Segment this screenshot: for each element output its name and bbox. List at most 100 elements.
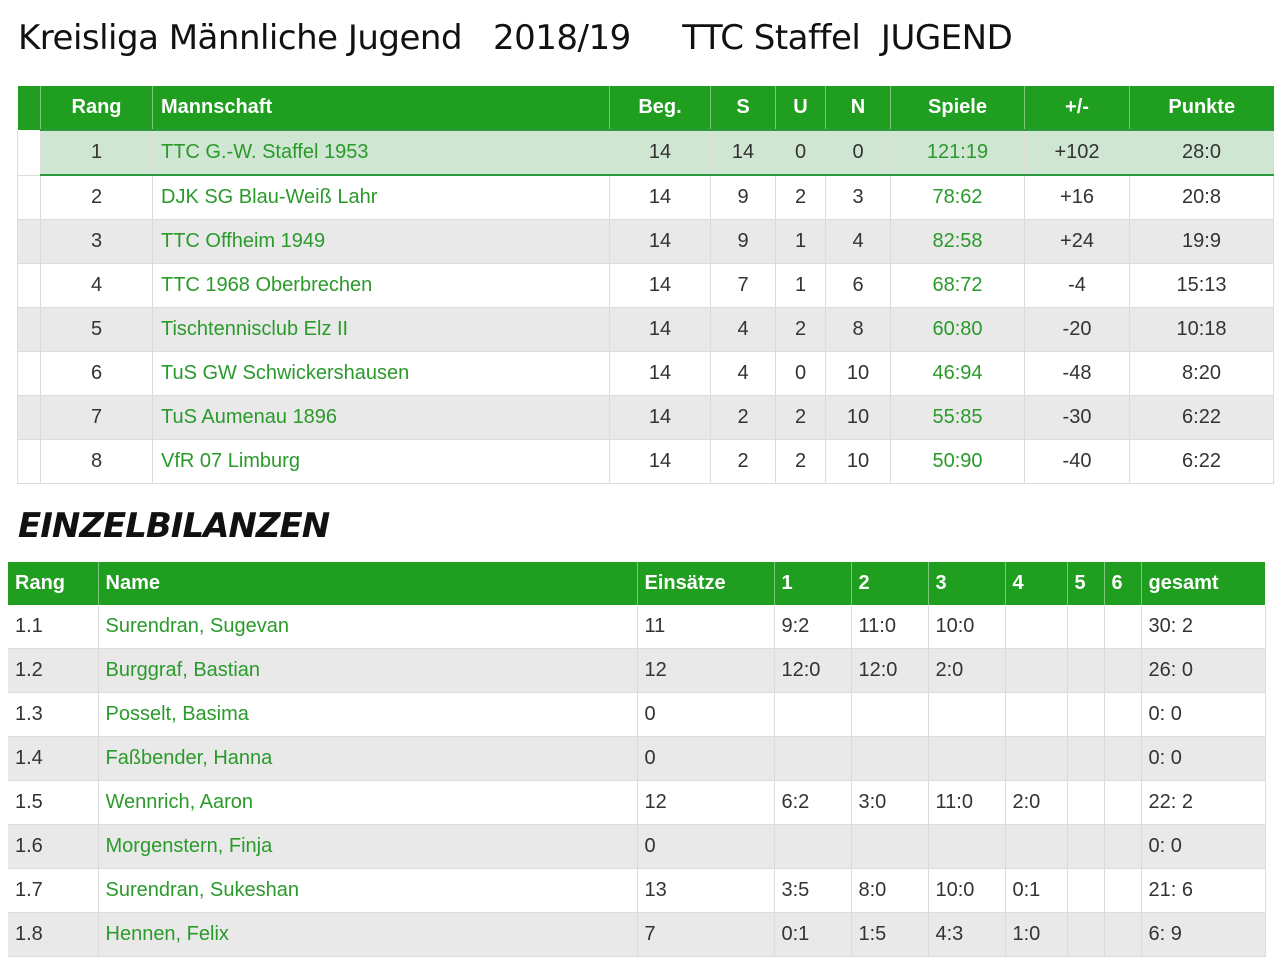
cell-position-4: 2:0 xyxy=(1005,780,1068,825)
cell-differenz: +102 xyxy=(1024,129,1130,176)
cell-rang: 1.5 xyxy=(8,780,99,825)
cell-punkte: 6:22 xyxy=(1129,439,1274,484)
cell-mannschaft[interactable]: Tischtennisclub Elz II xyxy=(152,307,610,352)
cell-niederlagen: 3 xyxy=(825,175,891,220)
cell-mannschaft[interactable]: TTC G.-W. Staffel 1953 xyxy=(152,129,610,176)
cell-mannschaft[interactable]: TuS Aumenau 1896 xyxy=(152,395,610,440)
standings-table: Rang Mannschaft Beg. S U N Spiele +/- Pu… xyxy=(17,86,1274,484)
cell-position-3: 10:0 xyxy=(928,868,1006,913)
header-unentschieden[interactable]: U xyxy=(775,86,826,130)
cell-mannschaft[interactable]: TuS GW Schwickershausen xyxy=(152,351,610,396)
cell-rang: 1.1 xyxy=(8,605,99,649)
cell-einsaetze: 0 xyxy=(637,692,775,737)
cell-gesamt: 21: 6 xyxy=(1141,868,1266,913)
header-einsaetze[interactable]: Einsätze xyxy=(637,562,775,605)
cell-position-6 xyxy=(1104,736,1142,781)
cell-differenz: -20 xyxy=(1024,307,1130,352)
cell-begegnungen: 14 xyxy=(609,175,711,220)
cell-name[interactable]: Posselt, Basima xyxy=(98,692,638,737)
header-position-4[interactable]: 4 xyxy=(1005,562,1068,605)
cell-rang: 1.2 xyxy=(8,648,99,693)
cell-unentschieden: 2 xyxy=(775,395,826,440)
header-gesamt[interactable]: gesamt xyxy=(1141,562,1265,605)
cell-siege: 9 xyxy=(710,175,776,220)
cell-siege: 9 xyxy=(710,219,776,264)
cell-spiele: 82:58 xyxy=(890,219,1025,264)
cell-position-5 xyxy=(1067,868,1105,913)
header-rang[interactable]: Rang xyxy=(40,86,153,130)
cell-unentschieden: 0 xyxy=(775,129,826,176)
header-position-1[interactable]: 1 xyxy=(774,562,852,605)
cell-name[interactable]: Hennen, Felix xyxy=(98,912,638,957)
cell-mannschaft[interactable]: DJK SG Blau-Weiß Lahr xyxy=(152,175,610,220)
cell-name[interactable]: Faßbender, Hanna xyxy=(98,736,638,781)
header-marker xyxy=(17,86,41,130)
cell-position-6 xyxy=(1104,912,1142,957)
cell-punkte: 19:9 xyxy=(1129,219,1274,264)
cell-name[interactable]: Surendran, Sugevan xyxy=(98,605,638,649)
cell-begegnungen: 14 xyxy=(609,395,711,440)
header-position-3[interactable]: 3 xyxy=(928,562,1006,605)
cell-name[interactable]: Morgenstern, Finja xyxy=(98,824,638,869)
cell-punkte: 15:13 xyxy=(1129,263,1274,308)
cell-position-3: 4:3 xyxy=(928,912,1006,957)
cell-position-5 xyxy=(1067,692,1105,737)
cell-position-2: 3:0 xyxy=(851,780,929,825)
header-position-6[interactable]: 6 xyxy=(1104,562,1142,605)
header-spiele[interactable]: Spiele xyxy=(890,86,1025,130)
row-marker xyxy=(17,439,41,484)
cell-rang: 7 xyxy=(40,395,153,440)
cell-position-4 xyxy=(1005,824,1068,869)
row-marker xyxy=(17,395,41,440)
cell-position-4 xyxy=(1005,736,1068,781)
cell-mannschaft[interactable]: TTC 1968 Oberbrechen xyxy=(152,263,610,308)
row-marker xyxy=(17,130,41,176)
cell-position-4 xyxy=(1005,692,1068,737)
header-begegnungen[interactable]: Beg. xyxy=(609,86,711,130)
cell-punkte: 10:18 xyxy=(1129,307,1274,352)
cell-begegnungen: 14 xyxy=(609,263,711,308)
cell-einsaetze: 12 xyxy=(637,648,775,693)
cell-rang: 8 xyxy=(40,439,153,484)
header-siege[interactable]: S xyxy=(710,86,776,130)
header-position-2[interactable]: 2 xyxy=(851,562,929,605)
header-rang[interactable]: Rang xyxy=(8,562,99,605)
cell-einsaetze: 13 xyxy=(637,868,775,913)
standings-row: 6 TuS GW Schwickershausen 14 4 0 10 46:94 -48 8:… xyxy=(17,351,1274,396)
cell-name[interactable]: Wennrich, Aaron xyxy=(98,780,638,825)
cell-position-5 xyxy=(1067,605,1105,649)
header-mannschaft[interactable]: Mannschaft xyxy=(152,86,610,130)
cell-begegnungen: 14 xyxy=(609,351,711,396)
header-niederlagen[interactable]: N xyxy=(825,86,891,130)
cell-mannschaft[interactable]: VfR 07 Limburg xyxy=(152,439,610,484)
header-punkte[interactable]: Punkte xyxy=(1129,86,1274,130)
cell-unentschieden: 0 xyxy=(775,351,826,396)
header-position-5[interactable]: 5 xyxy=(1067,562,1105,605)
cell-rang: 1 xyxy=(40,129,153,176)
cell-name[interactable]: Surendran, Sukeshan xyxy=(98,868,638,913)
player-row: 1.5 Wennrich, Aaron 12 6:2 3:0 11:0 2:0 22: 2 xyxy=(8,780,1266,825)
standings-row: 2 DJK SG Blau-Weiß Lahr 14 9 2 3 78:62 +16 20:8 xyxy=(17,175,1274,220)
cell-unentschieden: 2 xyxy=(775,175,826,220)
cell-begegnungen: 14 xyxy=(609,439,711,484)
cell-differenz: +16 xyxy=(1024,175,1130,220)
cell-mannschaft[interactable]: TTC Offheim 1949 xyxy=(152,219,610,264)
cell-position-3 xyxy=(928,692,1006,737)
cell-rang: 1.7 xyxy=(8,868,99,913)
cell-position-2: 12:0 xyxy=(851,648,929,693)
cell-differenz: +24 xyxy=(1024,219,1130,264)
cell-position-5 xyxy=(1067,648,1105,693)
cell-niederlagen: 10 xyxy=(825,395,891,440)
row-marker xyxy=(17,263,41,308)
cell-position-3: 2:0 xyxy=(928,648,1006,693)
cell-siege: 7 xyxy=(710,263,776,308)
header-name[interactable]: Name xyxy=(98,562,638,605)
header-differenz[interactable]: +/- xyxy=(1024,86,1130,130)
cell-name[interactable]: Burggraf, Bastian xyxy=(98,648,638,693)
cell-rang: 5 xyxy=(40,307,153,352)
row-marker xyxy=(17,307,41,352)
cell-punkte: 8:20 xyxy=(1129,351,1274,396)
cell-spiele: 121:19 xyxy=(890,129,1025,176)
cell-niederlagen: 10 xyxy=(825,439,891,484)
cell-siege: 4 xyxy=(710,351,776,396)
